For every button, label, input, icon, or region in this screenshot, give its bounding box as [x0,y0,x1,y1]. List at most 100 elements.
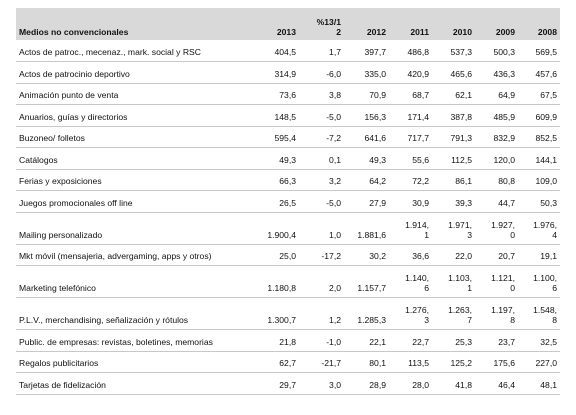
value-cell: 22,0 [455,251,472,261]
value-cell: 457,6 [535,68,557,79]
value-cell: 32,5 [540,336,557,347]
value-cell: 66,3 [279,176,296,186]
value-cell: -17,2 [321,251,341,261]
table-row: Tarjetas de fidelización 29,7 3,0 28,9 28,0 4… [16,373,560,394]
value-cell: -6,0 [326,68,341,79]
value-cell: 72,2 [412,176,429,186]
table-row: Animación punto de venta 73,6 3,8 70,9 68,7 6… [16,83,560,105]
value-cell: 41,8 [455,379,472,390]
value-cell: 46,4 [498,379,515,390]
value-cell: 62,1 [455,90,472,100]
value-cell: 1,7 [329,47,341,57]
media-spend-table: Medios no convencionales 2013 %13/1 2 2012 2… [16,8,560,395]
header-column-3: 2012 [366,27,386,37]
value-cell: 0,1 [329,154,341,165]
header-column-4: 2011 [410,27,429,37]
value-cell: -5,0 [326,111,341,122]
table-header-row: Medios no convencionales 2013 %13/1 2 2012 2… [16,8,560,40]
value-cell: 86,1 [455,176,472,186]
table-row: Actos de patroc., mecenaz., mark. social… [16,40,560,62]
value-cell: 1.140, 6 [405,273,429,293]
table-container: Medios no convencionales 2013 %13/1 2 2012 2… [16,8,560,395]
value-cell: 30,9 [412,197,429,208]
value-cell: 1.157,7 [357,283,386,293]
row-label: Tarjetas de fidelización [19,379,106,390]
value-cell: 30,2 [369,251,386,261]
value-cell: 36,6 [412,251,429,261]
value-cell: 25,0 [279,251,296,261]
value-cell: 20,7 [498,251,515,261]
value-cell: 1.285,3 [357,315,386,325]
value-cell: 537,3 [450,47,472,57]
value-cell: 397,7 [364,47,386,57]
row-label: Juegos promocionales off line [19,197,133,208]
value-cell: 49,3 [369,154,386,165]
header-column-6: 2009 [495,27,515,37]
table-row: Buzoneo/ folletos 595,4 -7,2 641,6 717,7 791,… [16,126,560,148]
value-cell: 1.180,8 [267,283,296,293]
value-cell: 49,3 [279,154,296,165]
row-label: Actos de patroc., mecenaz., mark. social… [19,47,201,57]
table-row: Anuarios, guías y directorios 148,5 -5,0 15… [16,105,560,126]
value-cell: 112,5 [451,154,472,165]
value-cell: 22,1 [369,336,386,347]
value-cell: 1,2 [329,315,341,325]
table-row: Juegos promocionales off line 26,5 -5,0 27,… [16,191,560,212]
value-cell: 1.548, 8 [533,305,557,325]
value-cell: 227,0 [535,358,557,368]
value-cell: 21,8 [279,336,296,347]
value-cell: 1.121, 0 [491,273,515,293]
value-cell: 50,3 [540,197,557,208]
value-cell: 465,6 [450,68,472,79]
value-cell: 791,3 [450,133,472,143]
value-cell: 3,0 [329,379,341,390]
value-cell: 1.976, 4 [533,219,557,240]
value-cell: -21,7 [321,358,341,368]
value-cell: 1.276, 3 [405,305,429,325]
value-cell: 485,9 [493,111,515,122]
value-cell: 1.914, 1 [405,219,429,240]
value-cell: -7,2 [326,133,341,143]
value-cell: 26,5 [279,197,296,208]
table-row: Marketing telefónico 1.180,8 2,0 1.157,7 1.1… [16,266,560,298]
value-cell: 1.263, 7 [448,305,472,325]
value-cell: 28,0 [412,379,429,390]
value-cell: 156,3 [364,111,386,122]
value-cell: 29,7 [279,379,296,390]
value-cell: 569,5 [535,47,557,57]
value-cell: 19,1 [540,251,557,261]
value-cell: 717,7 [407,133,429,143]
table-row: Public. de empresas: revistas, boletines… [16,330,560,351]
table-row: Mkt móvil (mensajeria, advergaming, apps… [16,244,560,266]
value-cell: 314,9 [274,68,296,79]
value-cell: -5,0 [326,197,341,208]
table-row: Regalos publicitarios 62,7 -21,7 80,1 113,5 1… [16,351,560,373]
row-label: Animación punto de venta [19,90,119,100]
value-cell: 144,1 [535,154,557,165]
value-cell: 1.900,4 [267,229,296,240]
value-cell: 1.197, 8 [491,305,515,325]
value-cell: 500,3 [493,47,515,57]
value-cell: 420,9 [407,68,429,79]
value-cell: 3,2 [329,176,341,186]
value-cell: 1,0 [329,229,341,240]
row-label: Actos de patrocinio deportivo [19,68,130,79]
row-label: Ferias y exposiciones [19,176,102,186]
value-cell: 171,4 [407,111,429,122]
header-column-2: %13/1 2 [316,17,341,37]
value-cell: 48,1 [540,379,557,390]
value-cell: 3,8 [329,90,341,100]
value-cell: 120,0 [493,154,515,165]
value-cell: 25,3 [455,336,472,347]
row-label: Anuarios, guías y directorios [19,111,128,122]
value-cell: 1.927, 0 [491,219,515,240]
table-body: Actos de patroc., mecenaz., mark. social… [16,40,560,394]
value-cell: 1.971, 3 [448,219,472,240]
value-cell: 64,9 [498,90,515,100]
header-label-column: Medios no convencionales [19,27,129,37]
header-column-5: 2010 [452,27,472,37]
value-cell: 39,3 [455,197,472,208]
value-cell: 1.881,6 [357,229,386,240]
value-cell: 2,0 [329,283,341,293]
value-cell: -1,0 [326,336,341,347]
